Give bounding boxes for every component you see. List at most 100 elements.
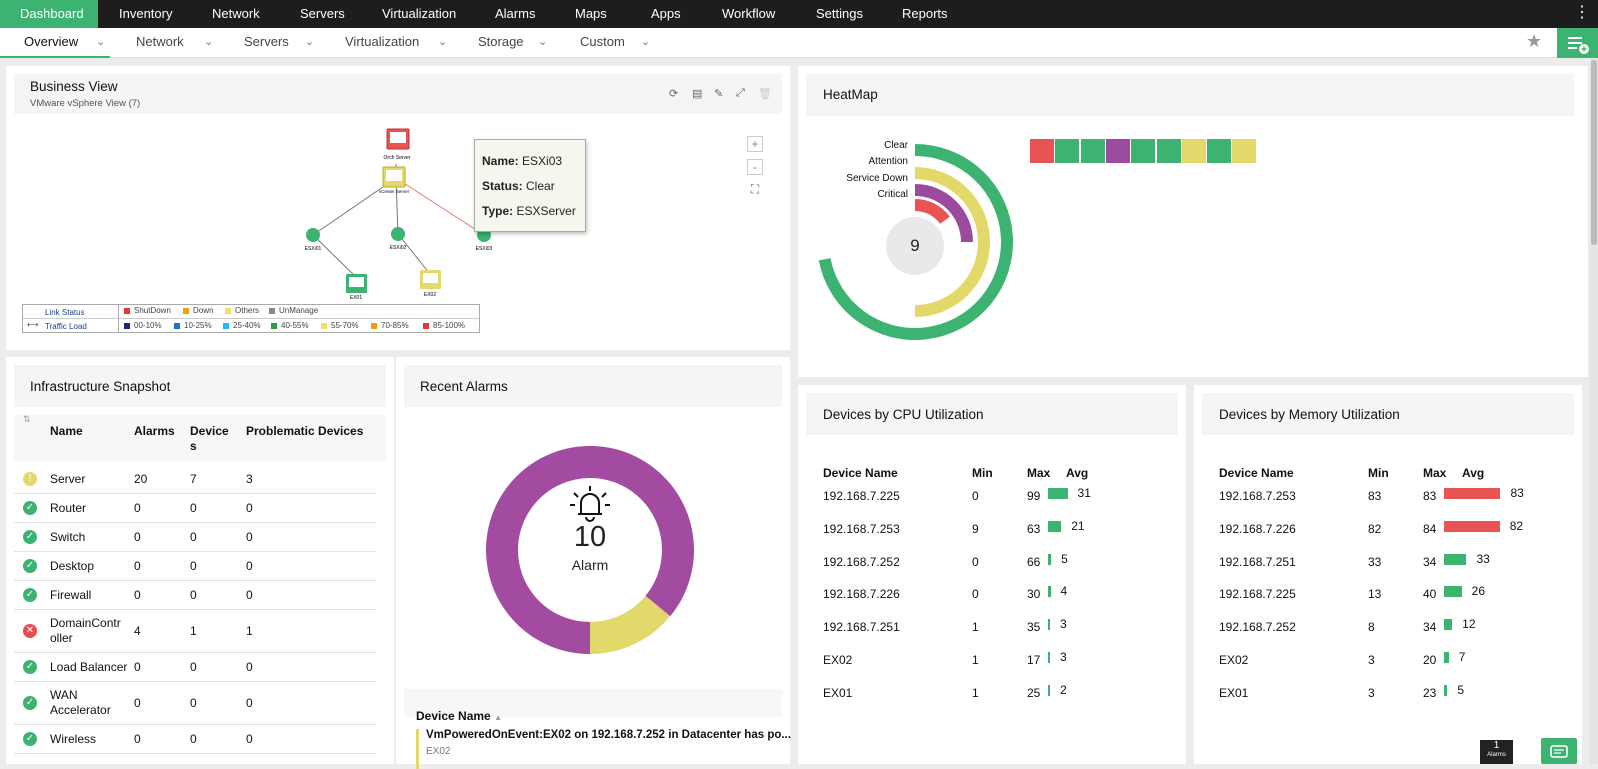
vcenter-server-node[interactable]	[382, 166, 406, 188]
infra-row-name[interactable]: Desktop	[50, 558, 95, 573]
infra-row-name[interactable]: Server	[50, 472, 86, 486]
infra-row-name[interactable]: Firewall	[50, 587, 92, 602]
heatmap-cell[interactable]	[1232, 139, 1257, 163]
refresh-icon[interactable]: ⟳	[669, 88, 679, 100]
cpu-col-max[interactable]: Max	[1027, 466, 1051, 480]
heatmap-cell[interactable]	[1080, 139, 1105, 163]
more-vertical-icon[interactable]: ⋮	[1574, 4, 1590, 21]
cpu-row-name[interactable]: 192.168.7.226	[823, 587, 900, 602]
zoom-in-button[interactable]: +	[747, 136, 763, 152]
fit-screen-icon[interactable]: ⛶	[750, 182, 760, 196]
infra-row-name[interactable]: Switch	[50, 529, 86, 544]
nav-tab-settings[interactable]: Settings	[816, 6, 863, 21]
edit-icon[interactable]: ✎	[714, 88, 724, 100]
infra-row-name[interactable]: Router	[50, 500, 87, 515]
chevron-down-icon[interactable]: ⌄	[305, 36, 315, 48]
sort-icon[interactable]: ⇅	[23, 414, 31, 424]
mem-row-name[interactable]: 192.168.7.252	[1219, 620, 1296, 635]
ex1-node[interactable]	[346, 274, 367, 293]
mem-row-name[interactable]: EX01	[1219, 685, 1249, 700]
infra-col-alarms[interactable]: Alarms	[134, 424, 175, 438]
alarm-donut-segment[interactable]	[486, 446, 694, 654]
alarm-item-title[interactable]: VmPoweredOnEvent:EX02 on 192.168.7.252 i…	[426, 729, 791, 741]
nav-tab-maps[interactable]: Maps	[575, 6, 607, 21]
nav-tab-alarms[interactable]: Alarms	[495, 6, 536, 21]
mem-row-name[interactable]: 192.168.7.226	[1219, 521, 1296, 536]
nav-tab-reports[interactable]: Reports	[902, 6, 948, 21]
nav-tab-virtualization[interactable]: Virtualization	[382, 6, 457, 21]
infra-row-name[interactable]: WAN Accelerator	[50, 687, 111, 717]
subtab-virtualization[interactable]: Virtualization	[345, 34, 420, 49]
alarm-donut-segment[interactable]	[589, 595, 671, 654]
heat-ring-critical[interactable]	[914, 199, 950, 225]
cpu-row-name[interactable]: 192.168.7.253	[823, 521, 900, 536]
infra-row-name[interactable]: DomainContr oller	[50, 615, 121, 645]
nav-tab-workflow[interactable]: Workflow	[722, 6, 776, 21]
heat-ring-service-down[interactable]	[914, 184, 973, 243]
zoom-out-button[interactable]: -	[747, 159, 763, 175]
nav-tab-inventory[interactable]: Inventory	[119, 6, 173, 21]
alarm-donut[interactable]	[486, 446, 694, 654]
alarm-counter-button[interactable]: 1 Alarms	[1480, 740, 1513, 764]
heatmap-cell[interactable]	[1156, 139, 1181, 163]
mem-row-name[interactable]: 192.168.7.251	[1219, 554, 1296, 569]
cpu-col-min[interactable]: Min	[972, 466, 993, 480]
business-view-subtitle: VMware vSphere View (7)	[30, 98, 141, 109]
nav-tab-servers[interactable]: Servers	[300, 6, 345, 21]
cpu-row-name[interactable]: 192.168.7.252	[823, 554, 900, 569]
heatmap-cell[interactable]	[1030, 139, 1054, 163]
chevron-down-icon[interactable]: ⌄	[204, 36, 214, 48]
heatmap-cell[interactable]	[1105, 139, 1130, 163]
cpu-col-name[interactable]: Device Name	[823, 466, 898, 480]
cpu-col-avg[interactable]: Avg	[1066, 466, 1089, 480]
heatmap-cell[interactable]	[1055, 139, 1080, 163]
subtab-network[interactable]: Network	[136, 34, 184, 49]
mem-row-name[interactable]: 192.168.7.225	[1219, 587, 1296, 602]
alarms-col-device[interactable]: Device Name ▲	[416, 709, 502, 723]
expand-icon[interactable]: ⤢	[736, 87, 745, 99]
subtab-servers[interactable]: Servers	[244, 34, 289, 49]
add-widget-button[interactable]	[1557, 28, 1598, 58]
cpu-row-name[interactable]: 192.168.7.225	[823, 489, 900, 503]
chat-button[interactable]	[1541, 738, 1577, 764]
cpu-row-name[interactable]: 192.168.7.251	[823, 620, 900, 635]
cpu-row-name[interactable]: EX02	[823, 653, 853, 667]
mem-col-avg[interactable]: Avg	[1462, 466, 1485, 480]
nav-tab-dashboard[interactable]: Dashboard	[0, 0, 98, 28]
heat-ring-attention[interactable]	[914, 167, 990, 317]
scrollbar-thumb[interactable]	[1591, 60, 1597, 245]
ex2-node[interactable]	[420, 270, 441, 289]
nav-tab-apps[interactable]: Apps	[651, 6, 681, 21]
mem-col-min[interactable]: Min	[1368, 466, 1389, 480]
chevron-down-icon[interactable]: ⌄	[538, 36, 548, 48]
chevron-down-icon[interactable]: ⌄	[438, 36, 448, 48]
document-icon[interactable]: ▤	[692, 88, 703, 100]
infra-col-name[interactable]: Name	[50, 424, 83, 438]
subtab-overview[interactable]: Overview	[0, 28, 110, 58]
chevron-down-icon[interactable]: ⌄	[641, 36, 651, 48]
mem-row-name[interactable]: EX02	[1219, 653, 1249, 667]
orch-server-node[interactable]	[386, 128, 410, 150]
delete-icon[interactable]: 🗑	[758, 88, 772, 100]
chevron-down-icon[interactable]: ⌄	[96, 36, 106, 48]
cpu-row-name[interactable]: EX01	[823, 685, 853, 700]
star-icon[interactable]: ★	[1526, 31, 1543, 51]
infra-col-devices[interactable]: Device s	[190, 424, 229, 453]
infra-row-problematic: 0	[246, 587, 253, 602]
heatmap-cell[interactable]	[1181, 139, 1206, 163]
mem-row-name[interactable]: 192.168.7.253	[1219, 489, 1296, 503]
subtab-custom[interactable]: Custom	[580, 34, 625, 49]
infra-row-name[interactable]: Wireless	[50, 731, 97, 746]
infra-col-problematic[interactable]: Problematic Devices	[246, 424, 364, 438]
heat-ring-clear[interactable]	[818, 144, 1013, 340]
mem-col-name[interactable]: Device Name	[1219, 466, 1294, 480]
esx2-node[interactable]	[391, 227, 405, 241]
infra-row-name[interactable]: Load Balancer	[50, 659, 128, 674]
esx1-node[interactable]	[306, 228, 320, 242]
page-scrollbar[interactable]	[1590, 58, 1598, 764]
heatmap-cell[interactable]	[1207, 139, 1232, 163]
heatmap-cell[interactable]	[1131, 139, 1156, 163]
mem-col-max[interactable]: Max	[1423, 466, 1447, 480]
subtab-storage[interactable]: Storage	[478, 34, 524, 49]
nav-tab-network[interactable]: Network	[212, 6, 260, 21]
